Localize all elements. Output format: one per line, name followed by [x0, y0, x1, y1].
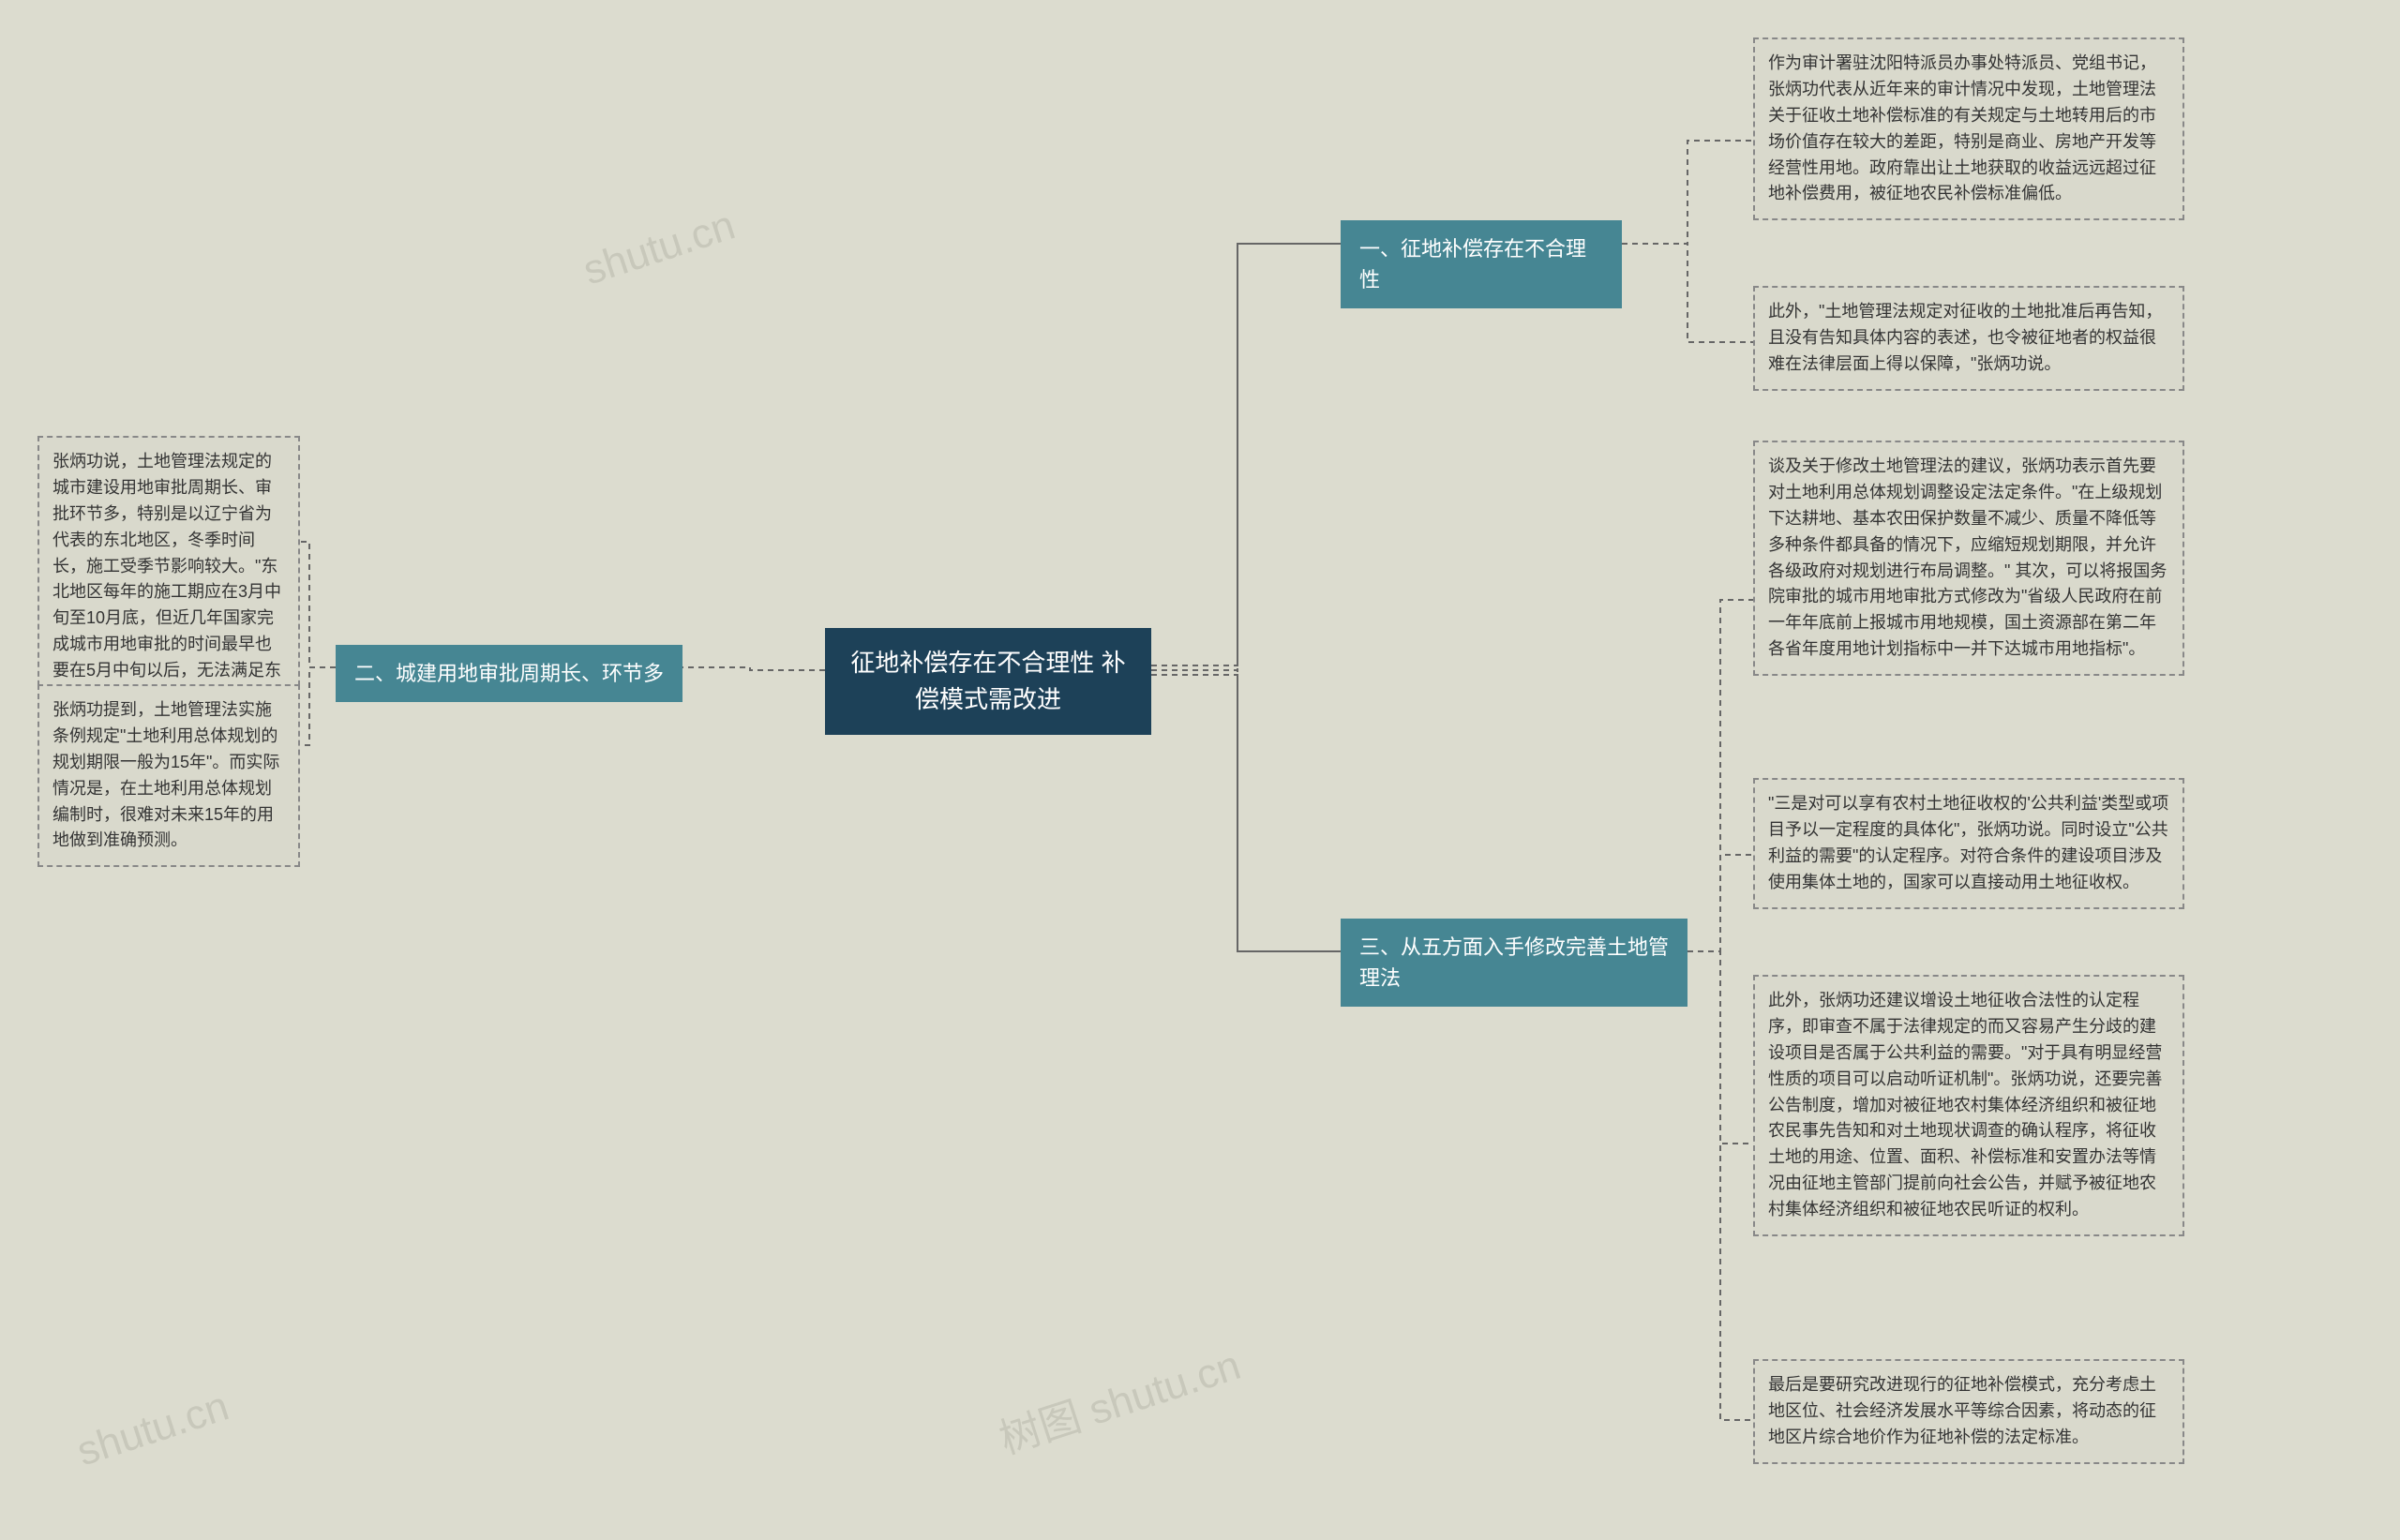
- leaf-3c: 此外，张炳功还建议增设土地征收合法性的认定程序，即审查不属于法律规定的而又容易产…: [1753, 975, 2184, 1236]
- leaf-3a: 谈及关于修改土地管理法的建议，张炳功表示首先要对土地利用总体规划调整设定法定条件…: [1753, 441, 2184, 676]
- leaf-2b: 张炳功提到，土地管理法实施条例规定"土地利用总体规划的规划期限一般为15年"。而…: [38, 684, 300, 867]
- leaf-2a: 张炳功说，土地管理法规定的城市建设用地审批周期长、审批环节多，特别是以辽宁省为代…: [38, 436, 300, 724]
- leaf-3b: "三是对可以享有农村土地征收权的'公共利益'类型或项目予以一定程度的具体化"，张…: [1753, 778, 2184, 909]
- connector-layer-2: [0, 0, 2400, 1540]
- branch-3: 三、从五方面入手修改完善土地管理法: [1341, 919, 1688, 1007]
- watermark: 树图 shutu.cn: [991, 1331, 1247, 1465]
- branch-1: 一、征地补偿存在不合理性: [1341, 220, 1622, 308]
- leaf-1a: 作为审计署驻沈阳特派员办事处特派员、党组书记，张炳功代表从近年来的审计情况中发现…: [1753, 37, 2184, 220]
- watermark: shutu.cn: [71, 1383, 234, 1476]
- mindmap-center: 征地补偿存在不合理性 补偿模式需改进: [825, 628, 1151, 735]
- leaf-3d: 最后是要研究改进现行的征地补偿模式，充分考虑土地区位、社会经济发展水平等综合因素…: [1753, 1359, 2184, 1464]
- leaf-1b: 此外，"土地管理法规定对征收的土地批准后再告知，且没有告知具体内容的表述，也令被…: [1753, 286, 2184, 391]
- watermark: shutu.cn: [578, 202, 741, 295]
- connector-layer: [0, 0, 2400, 1540]
- branch-2: 二、城建用地审批周期长、环节多: [336, 645, 682, 702]
